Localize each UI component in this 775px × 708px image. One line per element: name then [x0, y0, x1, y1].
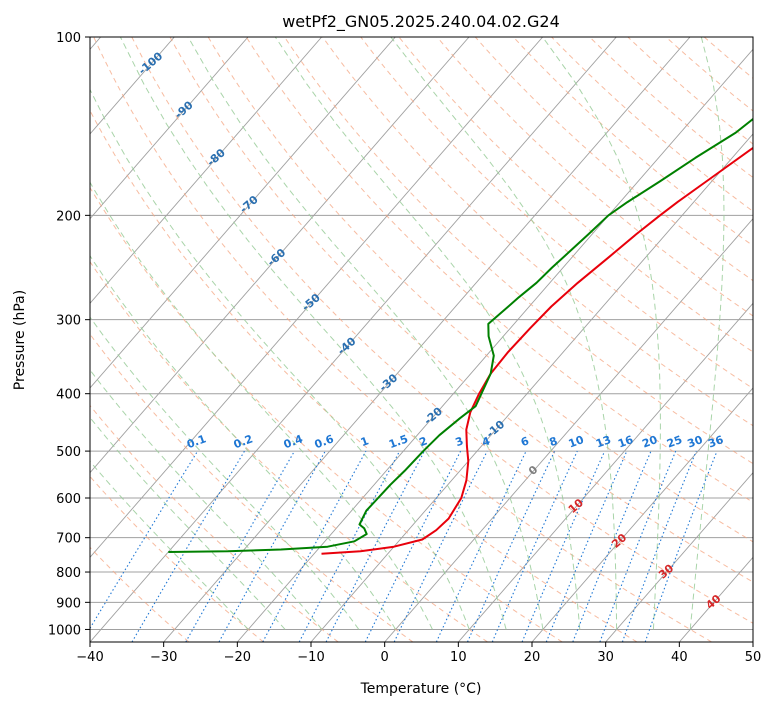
mixing-ratio-label: 3: [454, 434, 466, 449]
x-tick-label: 10: [450, 650, 467, 665]
dry-adiabat-line: [322, 37, 753, 427]
x-tick-label: −30: [150, 650, 177, 665]
mixing-ratio-line: [491, 450, 578, 642]
x-tick-label: −20: [224, 650, 251, 665]
dry-adiabat-line: [627, 37, 753, 145]
mixing-ratio-line: [621, 450, 697, 642]
isotherm-line: [531, 387, 753, 642]
chart-title: wetPf2_GN05.2025.240.04.02.G24: [282, 12, 560, 32]
x-tick-label: 0: [381, 650, 389, 665]
mixing-ratio-label: 1: [359, 434, 371, 449]
isotherm-line: [90, 37, 249, 220]
y-tick-label: 900: [56, 596, 81, 611]
plot-background: [90, 37, 753, 642]
isotherm-line: [752, 641, 753, 642]
x-tick-label: −40: [76, 650, 103, 665]
x-axis-label: Temperature (°C): [360, 681, 482, 697]
y-tick-label: 800: [56, 566, 81, 581]
moist-adiabat-line: [390, 37, 618, 630]
mixing-ratio-line: [262, 450, 367, 642]
y-tick-label: 300: [56, 314, 81, 329]
y-tick-label: 200: [56, 209, 81, 224]
mixing-ratio-label: 0.4: [282, 432, 305, 451]
moist-adiabat-line: [90, 460, 249, 630]
mixing-ratio-label: 8: [548, 434, 560, 449]
mixing-ratio-line: [364, 450, 462, 642]
mixing-ratio-line: [572, 450, 652, 642]
moist-adiabat-line: [90, 316, 360, 630]
dry-adiabat-line: [93, 37, 712, 642]
mixing-ratio-label: 36: [706, 433, 725, 451]
y-tick-label: 600: [56, 492, 81, 507]
isotherm-line: [90, 37, 617, 642]
mixing-ratio-label: 6: [519, 434, 531, 449]
moist-adiabat-line: [119, 37, 507, 630]
mixing-ratio-label: 0.2: [232, 432, 255, 451]
isotherm-line: [90, 37, 323, 304]
mixing-ratio-label: 0.1: [185, 432, 208, 451]
mixing-ratio-line: [545, 450, 628, 642]
mixing-ratio-line: [521, 450, 606, 642]
mixing-ratio-label: 25: [665, 433, 684, 450]
dry-adiabat-line: [245, 37, 753, 503]
isotherm-line: [90, 37, 396, 389]
x-tick-label: 40: [671, 650, 688, 665]
moist-adiabat-line: [90, 369, 323, 630]
dry-adiabat-line: [90, 333, 414, 642]
dry-adiabat-line: [90, 404, 339, 642]
dry-adiabat-line: [169, 37, 753, 583]
dry-adiabat-line: [398, 37, 753, 353]
moist-adiabat-line: [187, 37, 544, 630]
x-tick-label: 30: [597, 650, 614, 665]
y-tick-label: 700: [56, 532, 81, 547]
y-tick-label: 500: [56, 445, 81, 460]
moist-adiabat-line: [542, 37, 661, 630]
moist-adiabat-line: [90, 254, 397, 630]
dry-adiabat-line: [131, 37, 753, 624]
isotherm-line: [384, 217, 753, 642]
x-tick-label: 50: [745, 650, 762, 665]
x-tick-label: −10: [297, 650, 324, 665]
mixing-ratio-label: 20: [640, 433, 659, 451]
mixing-ratio-label: 1.5: [387, 432, 410, 451]
isotherm-line: [90, 37, 470, 474]
mixing-ratio-label: 0.6: [313, 432, 336, 451]
dry-adiabat-line: [360, 37, 753, 390]
temperature-profile: [321, 146, 753, 555]
mixing-ratio-line: [218, 450, 326, 642]
y-tick-label: 400: [56, 388, 81, 403]
isotherm-line: [90, 37, 544, 559]
moist-adiabat-line: [90, 88, 470, 630]
isotherm-line: [457, 302, 753, 642]
dry-adiabat-line: [90, 109, 638, 642]
dry-adiabat-line: [589, 37, 753, 179]
axis-ticks: −40 −30 −20 −10 0 10 20 30 40 5010020030040050060…: [48, 31, 761, 665]
mixing-ratio-line: [599, 450, 677, 642]
mixing-ratio-label: 10: [567, 433, 586, 451]
y-tick-label: 100: [56, 31, 81, 46]
moist-adiabat-line: [274, 37, 581, 630]
dewpoint-profile: [168, 117, 753, 553]
isotherm-line: [605, 471, 753, 642]
isotherm-line: [236, 48, 753, 642]
y-tick-label: 1000: [48, 623, 81, 638]
mixing-ratio-label: 30: [686, 433, 705, 451]
y-axis-label: Pressure (hPa): [12, 290, 28, 390]
mixing-ratio-line: [644, 450, 718, 642]
profile-lines: [168, 117, 753, 555]
mixing-ratio-label: 2: [417, 434, 429, 449]
moist-adiabat-line: [90, 416, 286, 630]
mixing-ratio-label: 13: [594, 433, 613, 450]
isotherm-line: [163, 37, 691, 642]
mixing-ratio-line: [90, 450, 199, 630]
x-tick-label: 20: [524, 650, 541, 665]
mixing-ratio-label: 16: [616, 433, 635, 451]
dry-adiabat-line: [207, 37, 753, 543]
background-lines: [90, 37, 753, 642]
dry-adiabat-line: [284, 37, 753, 465]
moist-adiabat-line: [689, 37, 725, 630]
plot-frame: [89, 36, 754, 643]
mixing-ratio-label: 4: [480, 434, 492, 449]
